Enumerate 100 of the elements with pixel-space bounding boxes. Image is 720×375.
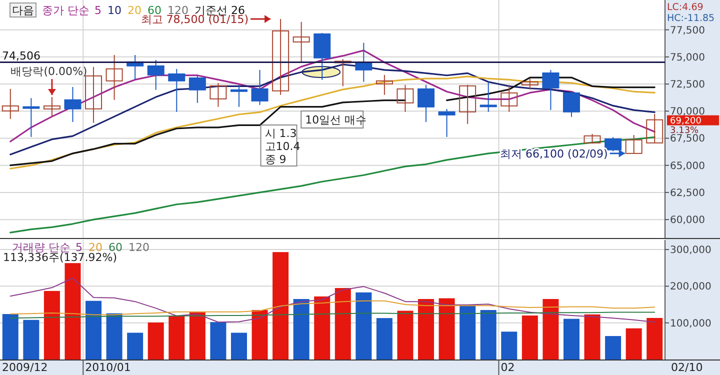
candlestick <box>22 98 40 138</box>
bar <box>376 318 392 360</box>
annotation: 최저 66,100 (02/09) <box>500 147 608 160</box>
candlestick <box>210 82 227 108</box>
bar <box>86 300 102 360</box>
candlestick <box>562 91 580 118</box>
y-tick-label: 60,000 <box>670 215 705 226</box>
y-tick-label: 75,000 <box>670 52 705 64</box>
bar <box>501 332 518 360</box>
legend-label: 120 <box>128 241 150 254</box>
y-tick-label: 70,000 <box>670 106 705 118</box>
candlestick <box>584 133 601 144</box>
bar <box>334 288 351 360</box>
text: 60 <box>108 241 122 254</box>
bar <box>230 332 247 360</box>
bar <box>605 336 622 360</box>
candlestick <box>500 84 518 112</box>
bar <box>23 320 40 360</box>
bar <box>646 318 663 360</box>
bar <box>168 316 185 360</box>
candlestick <box>396 84 414 112</box>
candlestick <box>334 58 352 87</box>
y-tick-label: 67,500 <box>670 134 705 145</box>
y-tick-label: 100,000 <box>670 318 712 330</box>
bar <box>542 299 559 360</box>
candlestick <box>625 134 642 154</box>
candlestick <box>459 84 476 124</box>
text: HC:-11.85 <box>667 13 715 24</box>
bar <box>127 332 144 360</box>
bar <box>64 263 81 360</box>
bar <box>106 313 122 360</box>
bar <box>293 299 310 360</box>
text: 20 <box>128 4 142 17</box>
candlestick <box>188 74 206 104</box>
text: 02/10 <box>671 361 703 374</box>
bar <box>522 316 538 360</box>
text: 20 <box>88 241 102 254</box>
line-series <box>10 278 656 323</box>
candlestick <box>292 21 310 62</box>
candlestick <box>64 86 82 122</box>
y-tick-label: 62,500 <box>670 188 705 199</box>
y-tick-label: 65,000 <box>670 160 705 172</box>
bar <box>584 314 600 360</box>
candlestick <box>376 74 393 96</box>
annotation: 시 1.3 <box>264 127 297 140</box>
legend-title: 종가 단순 <box>42 4 90 17</box>
text: 69,200 <box>670 116 702 126</box>
bar <box>272 252 289 360</box>
text: 2009/12 <box>2 361 48 374</box>
candlestick <box>251 69 268 106</box>
candlestick <box>85 66 102 124</box>
bar <box>418 299 434 360</box>
bar <box>44 290 60 360</box>
text: 5 <box>76 241 82 254</box>
line-series <box>10 300 656 316</box>
annotation: 다음 <box>12 4 34 17</box>
candlestick <box>521 78 538 90</box>
annotation: 종 9 <box>264 153 286 166</box>
candlestick <box>542 69 560 110</box>
annotation: 고10.4 <box>264 140 300 153</box>
legend-title: 거래량 단순 <box>12 241 70 254</box>
candlestick <box>355 42 372 82</box>
bar <box>356 292 372 360</box>
text: 5 <box>94 4 102 17</box>
bar <box>563 318 580 360</box>
candlestick <box>418 84 435 122</box>
bar <box>397 310 414 360</box>
bar <box>2 314 18 360</box>
candlestick <box>2 88 19 120</box>
ref-line-label: 74,506 <box>2 49 40 62</box>
annotation: 배당락(0.00%) <box>10 65 88 78</box>
candlestick <box>168 68 186 112</box>
y-tick-label: 72,500 <box>670 80 705 91</box>
text: 2010/01 <box>85 361 131 374</box>
bar <box>460 304 476 360</box>
bar <box>189 312 206 360</box>
annotation: 113,336주(137.92%) <box>3 251 118 264</box>
candlestick <box>147 59 164 90</box>
text: 10 <box>108 4 122 17</box>
text: 02 <box>500 361 515 374</box>
bar <box>210 322 226 360</box>
bar <box>252 310 268 360</box>
candlestick <box>43 96 60 118</box>
bar <box>438 298 455 360</box>
candlestick <box>314 32 331 80</box>
candlestick <box>438 108 456 138</box>
y-tick-label: 77,500 <box>670 25 705 36</box>
bar <box>480 310 496 360</box>
bar <box>626 328 642 360</box>
candlestick <box>106 54 123 100</box>
candlestick <box>272 18 290 96</box>
y-tick-label: 200,000 <box>670 282 712 293</box>
bar <box>314 296 330 360</box>
annotation: 10일선 매수 <box>305 114 367 126</box>
text: LC:4.69 <box>667 2 704 13</box>
bar <box>148 322 164 360</box>
y-tick-label: 300,000 <box>670 245 712 256</box>
candlestick <box>230 84 248 108</box>
candlestick <box>646 113 664 144</box>
candlestick <box>480 81 497 112</box>
